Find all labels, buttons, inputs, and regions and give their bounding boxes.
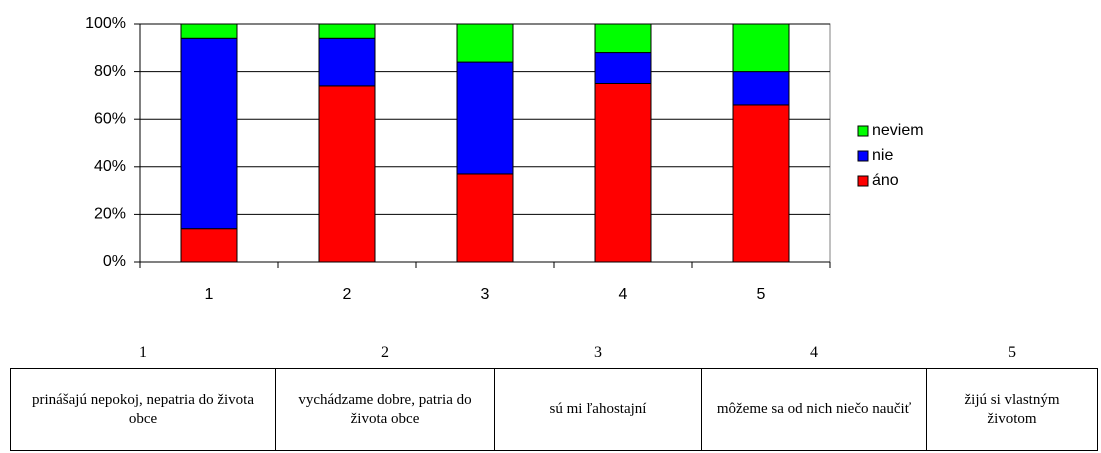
legend-label: nie <box>872 147 893 164</box>
header-cell: 2 <box>381 344 389 361</box>
legend-label: neviem <box>872 122 924 139</box>
bar-segment <box>456 61 514 175</box>
legend-swatch <box>857 175 869 187</box>
bar-segment <box>732 71 790 106</box>
bar-segment <box>318 37 376 87</box>
header-cell: 4 <box>810 344 818 361</box>
bar-segment <box>180 37 238 230</box>
y-tick-label: 20% <box>94 206 126 223</box>
x-tick-label: 1 <box>205 286 214 303</box>
bar-segment <box>594 83 652 263</box>
cell: sú mi ľahostajní <box>494 368 702 451</box>
body-row: prinášajú nepokoj, nepatria do života ob… <box>10 368 1098 451</box>
legend-label: áno <box>872 172 899 189</box>
header-cell: 3 <box>594 344 602 361</box>
cell: vychádzame dobre, patria do života obce <box>275 368 495 451</box>
y-tick-label: 100% <box>85 15 126 32</box>
y-tick-label: 0% <box>103 253 126 270</box>
bar-segment <box>456 173 514 263</box>
y-tick-label: 40% <box>94 158 126 175</box>
bar-segment <box>180 23 238 39</box>
bar-segment <box>180 228 238 263</box>
x-tick-label: 3 <box>481 286 490 303</box>
bar-segment <box>732 23 790 73</box>
y-tick-label: 60% <box>94 110 126 127</box>
cell: žijú si vlastným životom <box>926 368 1098 451</box>
bar-segment <box>594 23 652 54</box>
header-cell: 1 <box>139 344 147 361</box>
cell: prinášajú nepokoj, nepatria do života ob… <box>10 368 276 451</box>
x-tick-label: 2 <box>343 286 352 303</box>
legend-swatch <box>857 125 869 137</box>
x-tick-label: 5 <box>757 286 766 303</box>
bar-segment <box>732 104 790 263</box>
bar-segment <box>456 23 514 63</box>
bar-segment <box>318 23 376 39</box>
header-row: 1 2 3 4 5 <box>11 338 1098 369</box>
y-tick-label: 80% <box>94 63 126 80</box>
chart: 0% 20% 40% 60% 80% 100% 1 2 3 4 5 áno nie neviem <box>85 15 924 303</box>
x-tick-label: 4 <box>619 286 628 303</box>
legend-swatch <box>857 150 869 162</box>
bar-segment <box>594 52 652 85</box>
bar-segment <box>318 85 376 263</box>
cell: môžeme sa od nich niečo naučiť <box>701 368 927 451</box>
legend-table: 1 2 3 4 5 prinášajú nepokoj, nepatria do… <box>10 338 1098 451</box>
header-cell: 5 <box>1008 344 1016 361</box>
